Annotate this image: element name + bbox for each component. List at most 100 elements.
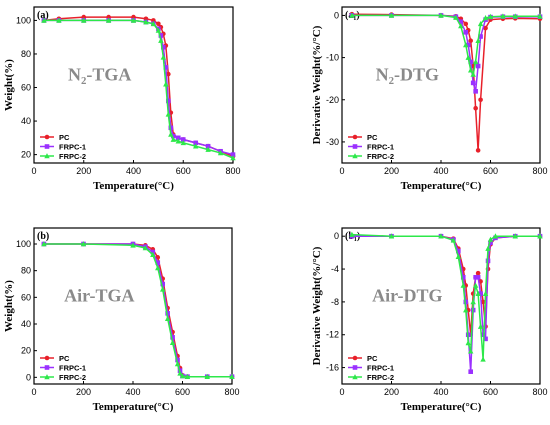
legend-label: PC xyxy=(367,354,378,363)
data-point xyxy=(165,311,170,316)
legend-label: FRPC-2 xyxy=(59,152,86,161)
data-point xyxy=(105,17,112,23)
legend-marker xyxy=(44,365,50,370)
x-axis-label: Temperature(°C) xyxy=(401,180,482,192)
y-tick-label: 0 xyxy=(26,372,31,382)
legend-label: FRPC-1 xyxy=(367,364,394,373)
data-point xyxy=(537,13,543,19)
data-point xyxy=(163,65,169,70)
data-point xyxy=(156,21,161,27)
chart-panel: 0 200 400 600 800 0 -10 -20 -30 Temperature(°C) De… xyxy=(311,6,548,192)
data-point xyxy=(487,13,494,19)
data-point xyxy=(482,290,489,296)
series-line xyxy=(43,243,232,378)
data-point xyxy=(229,373,235,379)
data-point xyxy=(485,245,491,251)
data-point xyxy=(465,54,471,60)
y-axis-label: Weight(%) xyxy=(3,59,15,111)
x-axis-label: Temperature(°C) xyxy=(93,180,174,192)
data-point xyxy=(160,54,167,60)
data-point xyxy=(163,81,169,87)
y-tick-label: 20 xyxy=(21,150,31,160)
data-point xyxy=(472,282,479,288)
data-point xyxy=(458,19,464,25)
data-point xyxy=(475,274,481,280)
x-tick-label: 0 xyxy=(31,166,36,176)
data-point xyxy=(473,89,478,94)
data-point xyxy=(130,17,137,23)
data-point xyxy=(468,38,474,44)
data-point xyxy=(463,21,469,27)
x-axis-label: Temperature(°C) xyxy=(401,401,482,413)
series-line xyxy=(44,19,234,159)
y-tick-label: -30 xyxy=(326,137,339,147)
data-point xyxy=(130,242,136,248)
legend-label: PC xyxy=(367,133,378,142)
y-tick-label: 60 xyxy=(21,83,31,93)
data-point xyxy=(512,13,518,19)
y-axis-label: Derivative Weight(%/°C) xyxy=(311,246,323,365)
legend-marker xyxy=(352,153,358,159)
data-point xyxy=(468,369,473,374)
data-point xyxy=(160,286,166,292)
data-point xyxy=(217,150,224,156)
data-point xyxy=(388,233,395,239)
data-point xyxy=(458,23,464,29)
x-tick-label: 600 xyxy=(176,166,191,176)
data-point xyxy=(175,135,181,141)
y-axis-label: Weight(%) xyxy=(3,280,15,332)
data-point xyxy=(80,241,87,247)
data-point xyxy=(41,241,47,247)
data-point xyxy=(150,20,157,27)
data-point xyxy=(161,44,166,50)
data-point xyxy=(349,12,355,18)
data-point xyxy=(456,248,461,254)
x-tick-label: 0 xyxy=(339,387,344,397)
data-point xyxy=(158,37,164,43)
data-point xyxy=(166,71,171,77)
data-point xyxy=(500,13,506,19)
x-tick-label: 800 xyxy=(224,387,239,397)
legend-marker xyxy=(44,134,50,140)
legend-label: PC xyxy=(59,354,70,363)
data-point xyxy=(169,339,176,345)
data-point xyxy=(205,146,211,152)
legend-marker xyxy=(352,144,358,149)
legend-marker xyxy=(352,134,358,140)
y-tick-label: 80 xyxy=(21,49,31,59)
x-tick-label: 800 xyxy=(225,166,240,176)
data-point xyxy=(470,71,476,77)
data-point xyxy=(465,42,471,48)
x-tick-label: 400 xyxy=(126,166,141,176)
x-tick-label: 200 xyxy=(384,166,399,176)
legend-marker xyxy=(44,144,50,149)
x-tick-label: 0 xyxy=(339,166,344,176)
data-point xyxy=(475,37,481,44)
y-tick-label: 100 xyxy=(16,239,31,249)
data-point xyxy=(165,111,172,117)
x-tick-label: 800 xyxy=(532,166,547,176)
data-point xyxy=(174,361,181,367)
data-point xyxy=(463,307,469,313)
data-point xyxy=(164,315,171,321)
chart-panel: 0 200 400 600 800 0 20 40 60 80 100 Temperature(°C)… xyxy=(3,227,240,413)
data-point xyxy=(56,17,62,23)
data-point xyxy=(438,12,444,18)
y-tick-label: 100 xyxy=(16,15,31,25)
data-point xyxy=(349,231,355,237)
data-point xyxy=(142,245,149,251)
x-tick-label: 800 xyxy=(532,387,547,397)
data-point xyxy=(388,12,395,18)
data-point xyxy=(492,233,499,239)
y-tick-label: -8 xyxy=(331,297,339,307)
data-point xyxy=(483,25,488,31)
data-point xyxy=(170,335,175,340)
legend-label: FRPC-1 xyxy=(59,364,86,373)
data-point xyxy=(482,15,489,21)
y-tick-label: 80 xyxy=(21,266,31,276)
panel-annotation: Air-TGA xyxy=(64,285,134,305)
data-point xyxy=(184,373,191,379)
data-point xyxy=(477,20,484,27)
legend-marker xyxy=(44,153,50,159)
